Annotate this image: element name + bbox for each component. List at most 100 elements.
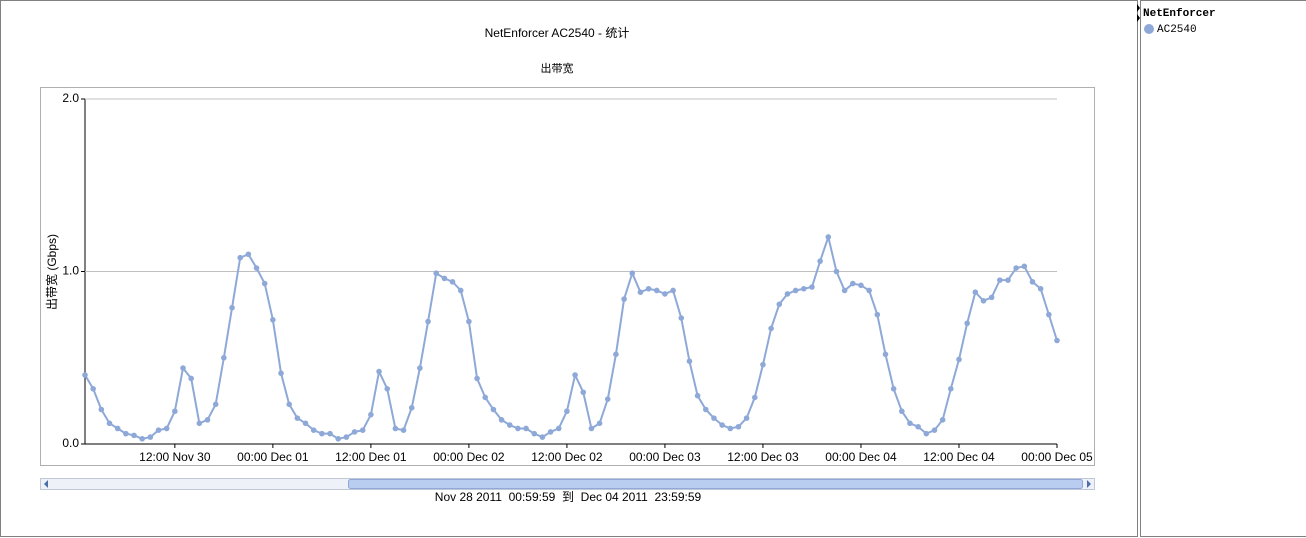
data-point [899,408,905,415]
data-point [1054,337,1060,344]
scroll-right-arrow[interactable] [1087,480,1091,488]
x-tick-label: 12:00 Nov 30 [139,450,211,464]
data-point [1021,263,1028,270]
x-tick-label: 12:00 Dec 02 [531,450,603,464]
data-point [800,285,807,292]
data-point [523,425,529,432]
data-point [278,370,284,377]
data-point [474,375,480,382]
data-point [490,406,497,413]
data-point [653,287,660,294]
data-point [343,434,350,440]
scroll-left-arrow[interactable] [44,480,48,488]
data-point [956,356,962,363]
data-point [335,436,342,442]
plot-frame [40,87,1095,466]
scrollbar[interactable] [40,478,1095,490]
data-point [229,304,235,311]
data-point [155,427,162,434]
chart-panel [0,0,1138,537]
x-tick-label: 12:00 Dec 01 [335,450,407,464]
data-point [833,268,840,275]
data-point [482,394,489,401]
data-point [302,420,309,427]
data-point [221,354,227,361]
data-point [874,311,881,318]
scroll-thumb[interactable] [348,479,1083,489]
data-point [506,422,513,428]
data-point [743,415,750,421]
data-point [441,275,448,282]
data-point [817,258,823,264]
data-point [1046,311,1052,318]
data-point [539,434,546,440]
data-point [564,408,570,415]
data-point [890,386,897,392]
data-point [662,291,668,297]
data-point [572,372,578,378]
data-point [939,417,946,423]
data-point [425,318,431,325]
legend-panel [1140,0,1306,537]
data-point [792,287,799,294]
data-point [1037,285,1044,292]
data-point [376,368,382,375]
data-point [204,417,211,423]
data-point [449,279,456,285]
data-point [776,301,783,308]
data-point [531,430,538,437]
legend-title: NetEnforcer [1143,8,1216,20]
chart-subtitle: 出带宽 [541,61,574,75]
data-point [596,420,603,427]
data-point [310,427,317,434]
data-point [907,420,913,427]
data-point [498,417,505,423]
data-point [637,289,644,296]
legend-label: AC2540 [1157,24,1197,36]
data-point [417,365,423,371]
y-axis-label: 出带宽 (Gbps) [44,234,59,310]
data-point [915,423,921,430]
data-point [1005,277,1011,283]
data-point [172,408,178,415]
data-point [645,285,652,292]
data-point [702,406,709,413]
data-point [457,287,464,294]
data-point [294,415,301,421]
data-point [841,287,848,294]
data-point [670,287,676,294]
data-point [212,401,219,408]
data-point [768,325,774,332]
data-point [106,420,113,427]
data-point [114,425,121,432]
data-point [327,430,333,437]
data-point [621,296,627,302]
data-point [261,280,268,287]
data-point [858,282,864,289]
data-point [931,427,938,434]
data-point [188,375,194,382]
splitter-arrows[interactable] [1137,4,1140,22]
y-tick-label: 2.0 [62,91,79,105]
data-point [466,318,472,325]
data-point [784,291,791,297]
data-point [727,425,734,432]
data-point [988,294,995,301]
x-tick-label: 00:00 Dec 01 [237,450,309,464]
x-tick-label: 00:00 Dec 02 [433,450,505,464]
data-point [588,425,595,432]
data-point [368,411,374,418]
x-tick-label: 12:00 Dec 03 [727,450,799,464]
data-point [359,427,366,434]
data-point [1029,279,1036,285]
data-point [694,392,701,399]
data-point [629,270,636,277]
data-point [555,425,562,432]
data-point [972,289,979,296]
data-point [90,386,96,392]
data-point [825,234,832,240]
data-point [196,420,203,427]
data-point [433,270,440,277]
data-point [131,432,137,439]
